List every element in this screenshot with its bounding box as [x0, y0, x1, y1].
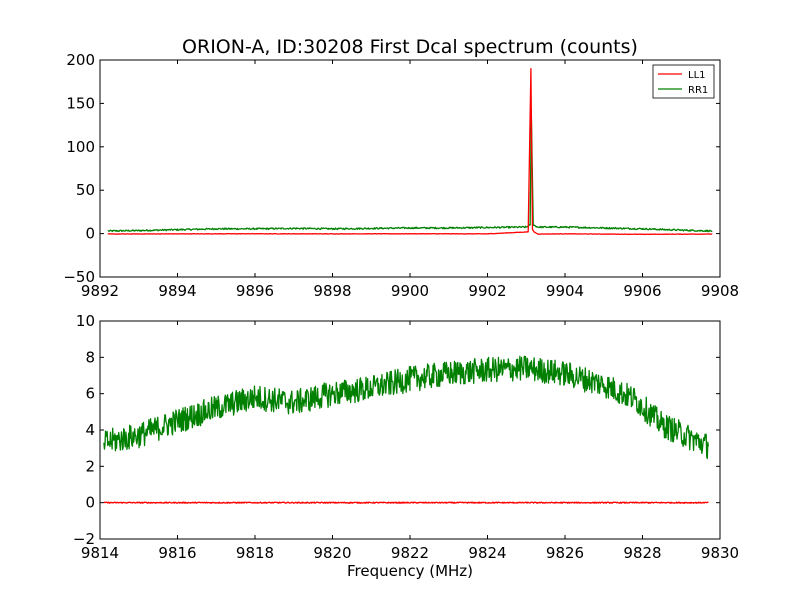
top-series-ll1-line — [107, 68, 713, 236]
bottom-series-rr1-line — [103, 355, 710, 460]
legend-box — [652, 64, 715, 99]
bottom-x-tick-label: 9830 — [701, 544, 739, 562]
top-x-tick-label: 9894 — [158, 282, 196, 300]
top-y-tick-label: −50 — [63, 268, 95, 286]
bottom-x-tick-label: 9822 — [391, 544, 429, 562]
top-x-tick-label: 9892 — [81, 282, 119, 300]
top-x-tick-label: 9906 — [623, 282, 661, 300]
top-plot-area — [107, 68, 713, 236]
bottom-axes-frame — [99, 320, 721, 540]
chart-top: ORION-A, ID:30208 First Dcal spectrum (c… — [63, 36, 739, 300]
top-x-tick-label: 9908 — [701, 282, 739, 300]
top-y-tick-label: 150 — [66, 94, 95, 112]
bottom-x-tick-label: 9820 — [313, 544, 351, 562]
bottom-x-tick-label: 9826 — [546, 544, 584, 562]
bottom-x-tick-label: 9824 — [468, 544, 506, 562]
bottom-series-ll1-line — [103, 501, 709, 504]
top-x-tick-label: 9898 — [313, 282, 351, 300]
legend-label-ll1: LL1 — [688, 70, 706, 81]
top-x-tick-label: 9896 — [236, 282, 274, 300]
bottom-tick-labels: 9814 9816 9818 9820 9822 9824 9826 9828 9830 −2 0 2… — [73, 312, 739, 562]
top-x-tick-label: 9900 — [391, 282, 429, 300]
x-axis-label: Frequency (MHz) — [347, 562, 473, 580]
bottom-y-tick-label: 8 — [85, 348, 95, 366]
bottom-x-tick-label: 9818 — [236, 544, 274, 562]
top-y-tick-label: 0 — [85, 225, 95, 243]
top-x-tick-label: 9904 — [546, 282, 584, 300]
bottom-y-tick-label: 4 — [85, 421, 95, 439]
top-series-rr1-line — [107, 110, 713, 233]
top-y-tick-label: 50 — [76, 181, 95, 199]
top-y-tick-label: 100 — [66, 138, 95, 156]
bottom-x-tick-label: 9814 — [81, 544, 119, 562]
top-y-tick-label: 200 — [66, 51, 95, 69]
bottom-x-tick-label: 9816 — [158, 544, 196, 562]
bottom-y-tick-label: 10 — [76, 312, 95, 330]
bottom-y-tick-label: 2 — [85, 457, 95, 475]
chart-bottom: 9814 9816 9818 9820 9822 9824 9826 9828 9830 −2 0 2… — [73, 312, 739, 580]
bottom-y-tick-label: −2 — [73, 530, 95, 548]
legend: LL1 RR1 — [652, 64, 715, 99]
top-tick-labels: 9892 9894 9896 9898 9900 9902 9904 9906 9908 −50 0… — [63, 51, 739, 300]
legend-label-rr1: RR1 — [688, 85, 708, 96]
top-axes-frame — [99, 59, 721, 278]
bottom-x-tick-label: 9828 — [623, 544, 661, 562]
bottom-y-tick-label: 6 — [85, 385, 95, 403]
bottom-plot-area — [103, 355, 710, 504]
top-x-tick-label: 9902 — [468, 282, 506, 300]
chart-title: ORION-A, ID:30208 First Dcal spectrum (c… — [182, 36, 638, 58]
bottom-y-tick-label: 0 — [85, 494, 95, 512]
